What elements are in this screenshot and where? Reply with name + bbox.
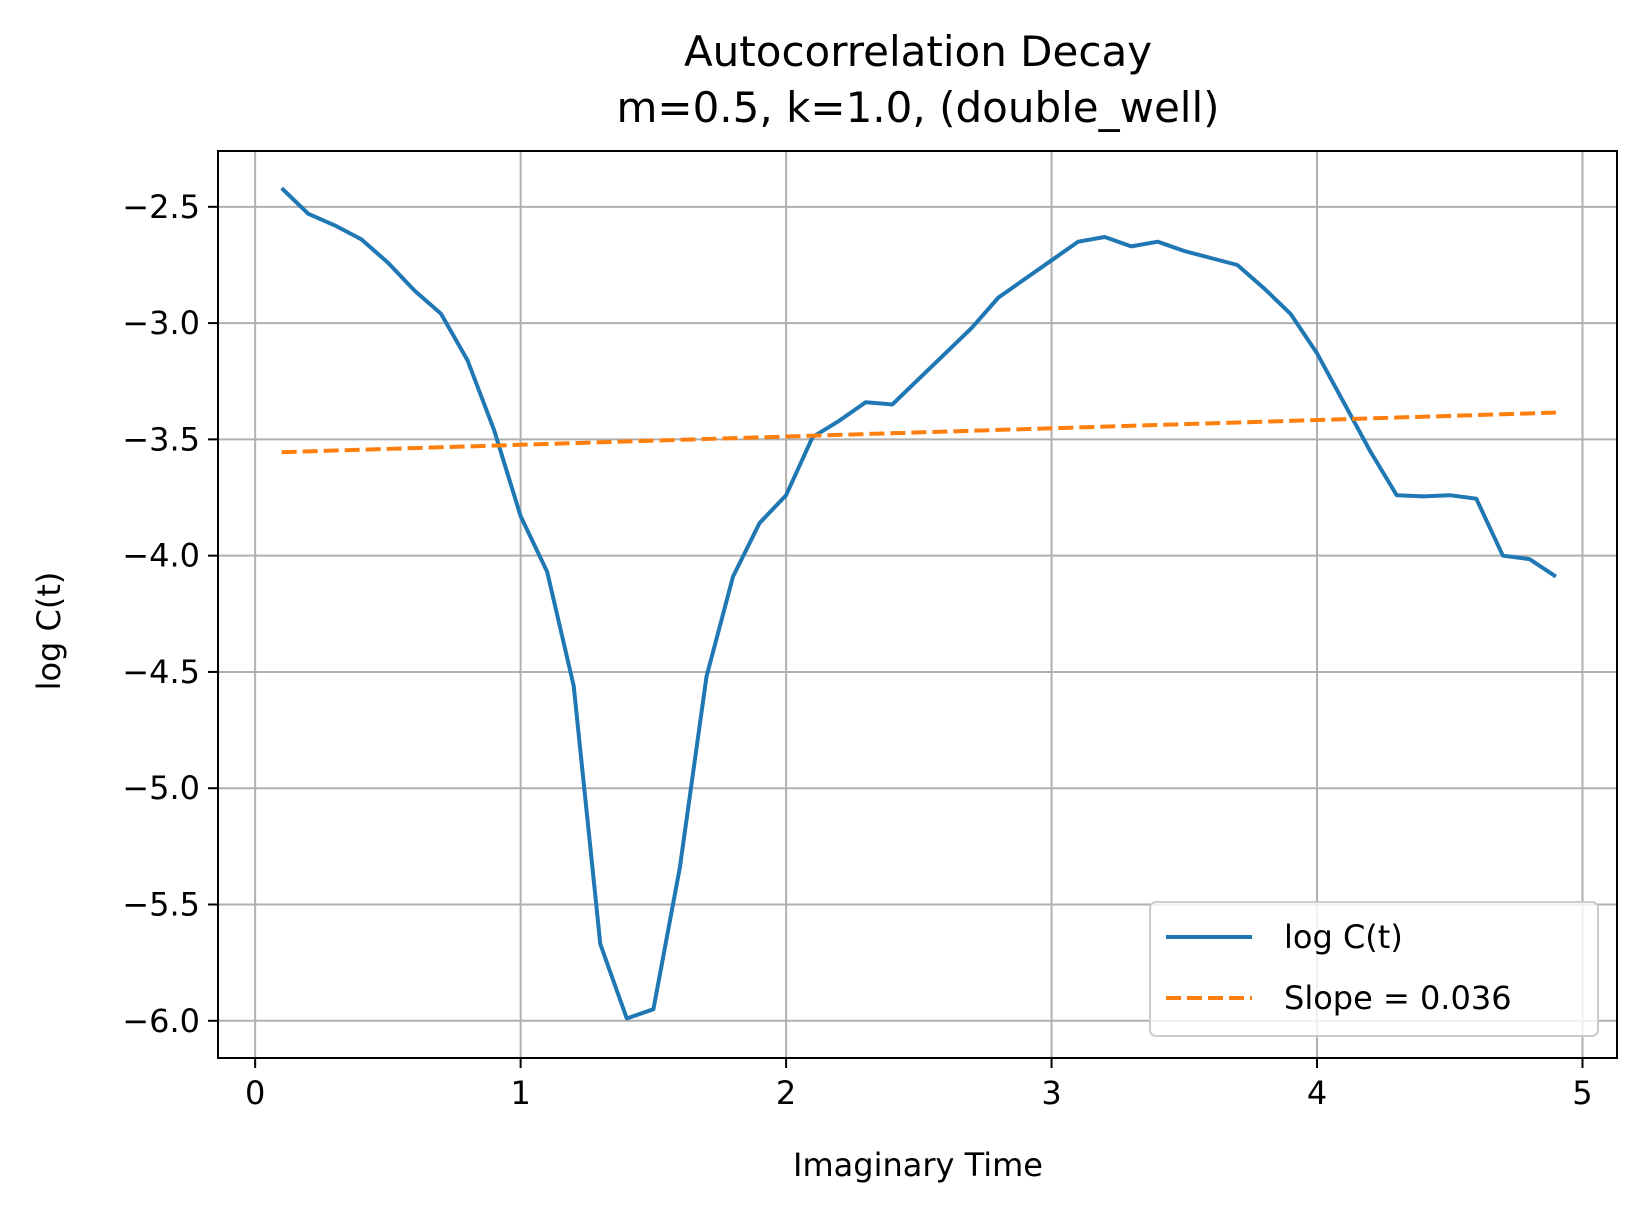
x-tick-label: 3	[1041, 1074, 1061, 1112]
chart-subtitle: m=0.5, k=1.0, (double_well)	[616, 83, 1219, 132]
x-tick-label: 4	[1307, 1074, 1327, 1112]
legend-label-slope: Slope = 0.036	[1284, 979, 1512, 1017]
y-tick-label: −6.0	[122, 1002, 200, 1040]
y-tick-label: −3.5	[122, 420, 200, 458]
legend-box	[1149, 901, 1599, 1037]
ticks: 0 1 2 3 4 5 −2.5 −3.0 −3.5 −4.0 −4.5 −5.0 −5.5 −6.0	[122, 188, 1592, 1112]
y-tick-label: −4.0	[122, 537, 200, 575]
y-tick-label: −5.5	[122, 886, 200, 924]
y-tick-label: −3.0	[122, 304, 200, 342]
series-layer	[280, 186, 1558, 1021]
series-line-log-c	[280, 186, 1558, 1021]
x-tick-label: 1	[510, 1074, 530, 1112]
y-tick-label: −5.0	[122, 769, 200, 807]
grid	[218, 151, 1617, 1058]
chart-title: Autocorrelation Decay	[684, 27, 1152, 76]
y-tick-label: −2.5	[122, 188, 200, 226]
y-axis-label: log C(t)	[30, 572, 68, 691]
x-tick-label: 5	[1572, 1074, 1592, 1112]
plot-frame	[217, 150, 1618, 1059]
x-axis-label: Imaginary Time	[793, 1146, 1043, 1184]
y-tick-label: −4.5	[122, 653, 200, 691]
series-line-slope-fit	[281, 410, 1556, 455]
x-tick-label: 2	[776, 1074, 796, 1112]
x-tick-label: 0	[245, 1074, 265, 1112]
legend: log C(t) Slope = 0.036	[1149, 901, 1599, 1037]
legend-label-log-c: log C(t)	[1284, 918, 1403, 956]
